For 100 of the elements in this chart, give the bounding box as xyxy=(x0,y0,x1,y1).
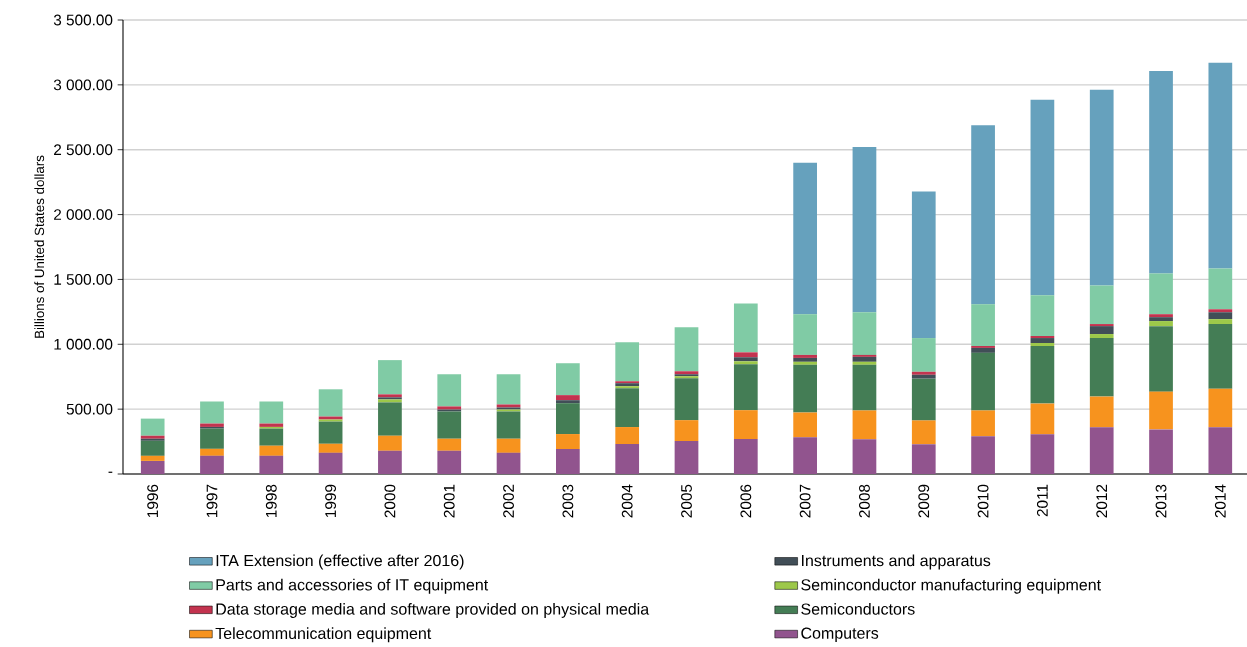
y-tick-label: 2 000.00 xyxy=(54,209,113,220)
x-tick-label: 2000 xyxy=(384,484,396,518)
bar xyxy=(259,401,284,424)
bar xyxy=(496,438,521,453)
bar xyxy=(793,364,817,413)
legend-label: Parts and accessories of IT equipment xyxy=(216,578,489,594)
bar xyxy=(971,436,995,474)
bar xyxy=(852,361,877,365)
x-tick-label: 2001 xyxy=(443,484,455,518)
bar xyxy=(1208,268,1233,310)
bar xyxy=(793,314,817,355)
bar xyxy=(1149,326,1173,392)
bar xyxy=(200,448,224,456)
bar xyxy=(615,388,640,428)
bar xyxy=(733,410,758,440)
bar xyxy=(793,361,817,365)
x-tick-label: 2005 xyxy=(681,484,692,518)
bar xyxy=(259,455,284,474)
legend-label: ITA Extension (effective after 2016) xyxy=(216,554,464,570)
bar xyxy=(793,354,817,358)
bar xyxy=(1149,317,1173,322)
bar xyxy=(674,441,699,474)
bar xyxy=(1208,388,1233,428)
legend-label: Semiconductors xyxy=(801,603,915,615)
bar xyxy=(556,434,580,450)
bar xyxy=(911,420,936,445)
x-tick-label: 2006 xyxy=(740,484,752,518)
bar xyxy=(733,352,758,358)
x-tick-label: 2007 xyxy=(799,484,811,518)
bar xyxy=(437,374,462,407)
bar xyxy=(733,357,758,362)
bar xyxy=(140,455,165,461)
y-tick-label: 500.00 xyxy=(66,403,113,415)
x-tick-label: 1996 xyxy=(147,484,159,517)
bar xyxy=(971,352,995,411)
bar xyxy=(615,427,640,445)
bar xyxy=(437,411,462,439)
bar xyxy=(911,338,936,372)
bar xyxy=(615,444,640,474)
legend-label: Computers xyxy=(801,627,879,642)
bar xyxy=(793,437,817,474)
bar xyxy=(259,445,284,456)
bar xyxy=(318,443,343,453)
bar xyxy=(1030,338,1055,343)
bar xyxy=(1089,427,1114,474)
bar xyxy=(437,450,462,474)
bar xyxy=(1030,434,1055,474)
bar xyxy=(1208,324,1233,389)
bar xyxy=(556,449,580,474)
bar xyxy=(378,360,402,395)
bar xyxy=(674,378,699,421)
bar xyxy=(1208,312,1233,320)
x-tick-label: 2003 xyxy=(562,484,574,518)
y-tick-label: 1 000.00 xyxy=(54,338,113,350)
x-tick-label: 2008 xyxy=(859,484,870,518)
y-tick-label: 2 500.00 xyxy=(54,144,113,156)
x-tick-label: 2010 xyxy=(977,484,989,518)
bar xyxy=(911,378,936,421)
bar xyxy=(971,347,995,353)
bar xyxy=(556,363,580,396)
bar xyxy=(852,312,877,355)
bar xyxy=(733,361,758,365)
bar xyxy=(852,439,877,474)
bar xyxy=(200,401,224,424)
bar xyxy=(615,342,640,382)
bar xyxy=(1208,427,1233,474)
bar xyxy=(971,125,995,305)
x-tick-label: 2009 xyxy=(918,484,930,518)
bar xyxy=(259,428,284,446)
bar xyxy=(140,418,165,436)
bar xyxy=(1030,345,1055,404)
bar xyxy=(318,421,343,444)
bar xyxy=(733,303,758,353)
bar xyxy=(1208,309,1233,313)
bar xyxy=(200,455,224,474)
bar xyxy=(1149,70,1173,274)
bar xyxy=(1089,324,1114,327)
bar xyxy=(200,428,224,449)
bar xyxy=(911,371,936,375)
bar xyxy=(1208,319,1233,325)
bar xyxy=(1149,321,1173,327)
bar xyxy=(1089,338,1114,397)
y-axis-title: Billions of United States dollars xyxy=(34,155,45,338)
bar xyxy=(318,389,343,417)
x-tick-label: 1997 xyxy=(206,484,218,517)
bar xyxy=(556,403,580,435)
bar xyxy=(318,452,343,474)
bar xyxy=(1089,396,1114,428)
x-tick-label: 2014 xyxy=(1214,484,1226,518)
bar xyxy=(793,412,817,438)
legend-label: Instruments and apparatus xyxy=(802,554,991,570)
x-tick-label: 2002 xyxy=(503,484,514,518)
bar xyxy=(1208,62,1233,269)
bar xyxy=(733,364,758,411)
bar xyxy=(674,327,699,372)
legend-label: Data storage media and software provided on physical media xyxy=(216,603,650,618)
bar xyxy=(852,147,877,313)
bar xyxy=(1149,429,1173,474)
bar xyxy=(1149,314,1173,318)
y-tick-label: - xyxy=(108,471,113,473)
